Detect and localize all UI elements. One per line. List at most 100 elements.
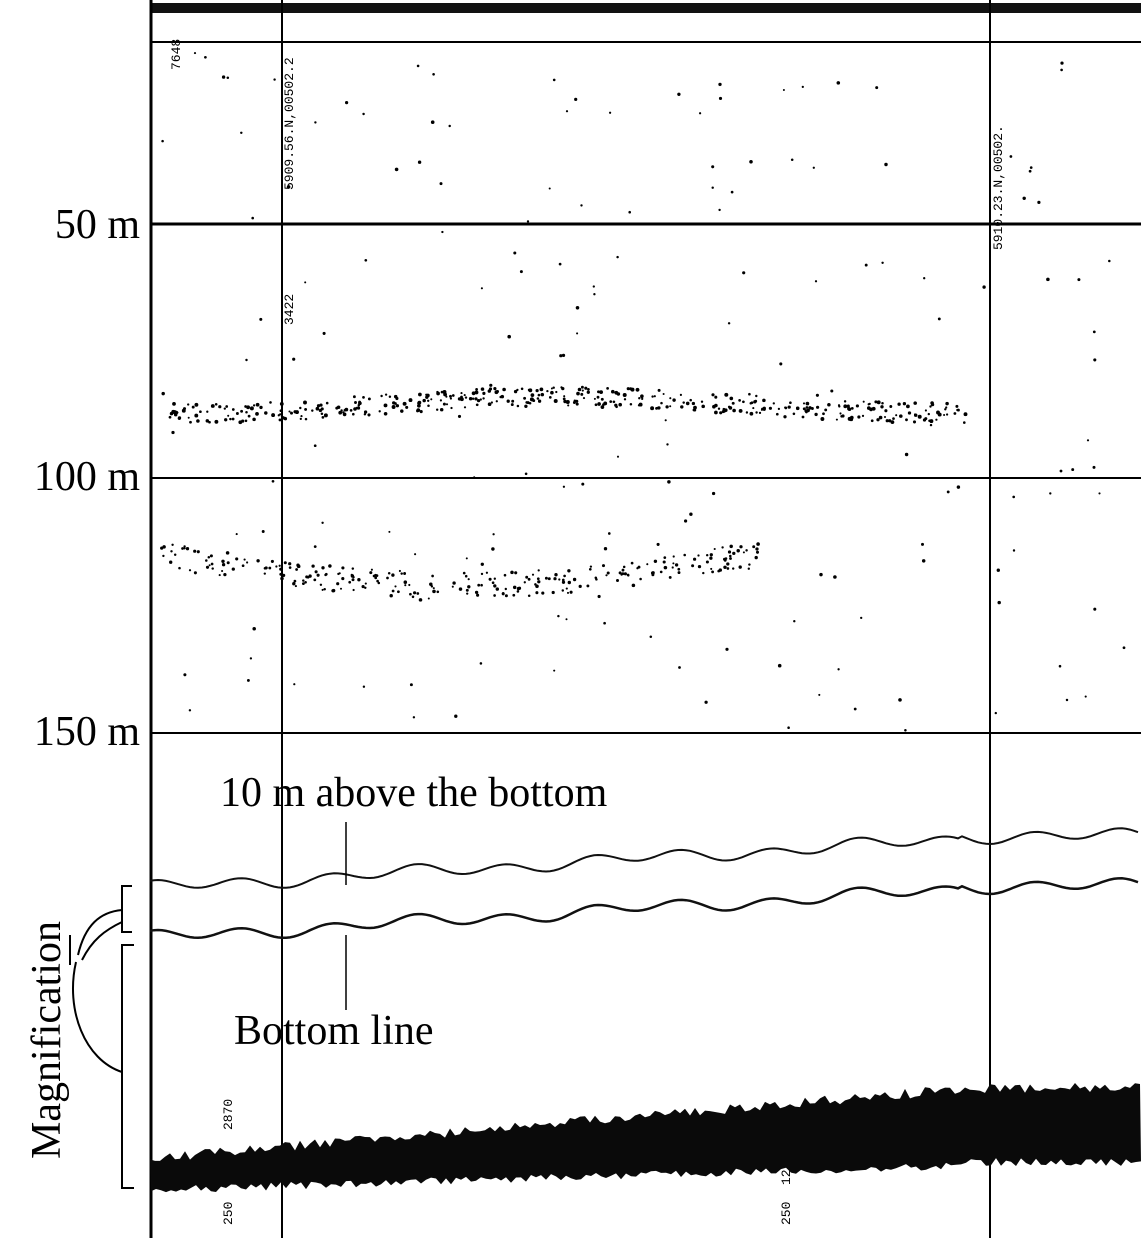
echo-dot	[341, 577, 345, 581]
echo-dot	[436, 390, 439, 394]
echo-dot	[405, 405, 409, 409]
echo-dot	[417, 403, 421, 408]
echo-dot	[1037, 200, 1041, 205]
echo-dot	[736, 549, 740, 553]
echo-dot	[554, 573, 558, 577]
echo-dot	[907, 411, 912, 415]
echo-dot	[506, 399, 510, 403]
echo-dot	[302, 579, 305, 582]
echo-dot	[328, 564, 332, 568]
echo-dot	[762, 407, 766, 411]
echo-dot	[551, 590, 555, 595]
echo-dot	[927, 412, 930, 416]
echo-dot	[729, 396, 734, 401]
echo-dot	[755, 411, 758, 414]
echo-dot	[1058, 664, 1062, 668]
echo-dot	[749, 402, 753, 405]
echo-dot	[605, 574, 608, 577]
connector	[81, 921, 123, 961]
echo-dot	[367, 413, 371, 417]
echo-dot	[491, 547, 495, 551]
echo-dot	[516, 404, 520, 408]
echo-dot	[808, 406, 812, 410]
echo-dot	[502, 387, 506, 392]
echo-dot	[754, 555, 758, 560]
echo-dot	[464, 574, 468, 578]
echo-dot	[354, 401, 357, 404]
echo-dot	[784, 406, 787, 409]
echo-dot	[367, 397, 371, 401]
echo-dot	[801, 415, 805, 419]
echo-dot	[531, 573, 535, 576]
echo-dot	[580, 204, 583, 207]
echo-dot	[422, 398, 426, 403]
echo-dot	[280, 576, 284, 581]
echo-dot	[495, 400, 498, 403]
echo-dot	[524, 472, 528, 476]
echo-dot	[944, 408, 947, 411]
echo-dot	[429, 582, 433, 587]
echo-dot	[636, 567, 639, 570]
echo-dot	[705, 560, 709, 564]
echo-dot	[318, 408, 323, 413]
echo-dot	[408, 398, 413, 403]
echo-dot	[227, 414, 230, 417]
echo-dot	[623, 398, 627, 401]
echo-dot	[576, 391, 580, 396]
echo-dot	[413, 591, 417, 595]
echo-dot	[510, 403, 514, 407]
echo-dot	[304, 581, 307, 584]
echo-dot	[639, 577, 642, 581]
echo-dot	[611, 389, 615, 394]
echo-dot	[870, 419, 874, 423]
echo-dot	[565, 400, 570, 404]
echo-dot	[890, 420, 895, 424]
echo-dot	[301, 582, 305, 586]
echo-dot	[465, 588, 469, 592]
echo-dot	[279, 413, 282, 416]
echo-dot	[292, 357, 296, 361]
echo-dot	[306, 575, 310, 579]
depth-label: 100 m	[34, 454, 141, 500]
echo-dot	[630, 387, 635, 392]
echo-dot	[723, 565, 727, 570]
echo-dot	[597, 594, 601, 599]
echo-dot	[599, 390, 604, 395]
echo-dot	[409, 592, 412, 596]
echo-dot	[853, 707, 857, 711]
echo-dot	[762, 398, 766, 403]
echo-dot	[833, 575, 837, 579]
echo-dot	[555, 390, 558, 394]
echo-dot	[884, 162, 888, 167]
echo-dot	[537, 393, 541, 397]
echo-dot	[474, 397, 478, 401]
echo-dot	[519, 270, 523, 274]
echo-dot	[196, 419, 200, 423]
echo-dot	[187, 416, 190, 419]
echo-dot	[745, 549, 748, 552]
echo-dot	[732, 551, 736, 556]
echo-dot	[575, 399, 579, 403]
echo-dot	[653, 559, 658, 564]
echo-dot	[700, 400, 704, 403]
echo-dot	[924, 409, 927, 412]
echo-dot	[668, 575, 672, 579]
echo-dot	[223, 407, 226, 410]
echo-dot	[724, 557, 728, 560]
echo-dot	[921, 559, 926, 563]
echo-dot	[439, 407, 444, 412]
echo-dot	[822, 412, 825, 416]
echo-dot	[493, 584, 497, 588]
echo-dot	[955, 404, 959, 408]
echo-dot	[902, 402, 907, 406]
echo-dot	[912, 420, 917, 424]
echo-dot	[552, 78, 556, 82]
echo-dot	[756, 542, 760, 546]
echo-dot	[389, 593, 393, 598]
echo-dot	[293, 579, 297, 583]
echo-dot	[601, 564, 606, 568]
echo-dot	[837, 404, 841, 407]
echo-dot	[316, 573, 320, 577]
echo-dot	[244, 405, 247, 408]
echo-dot	[928, 419, 931, 422]
